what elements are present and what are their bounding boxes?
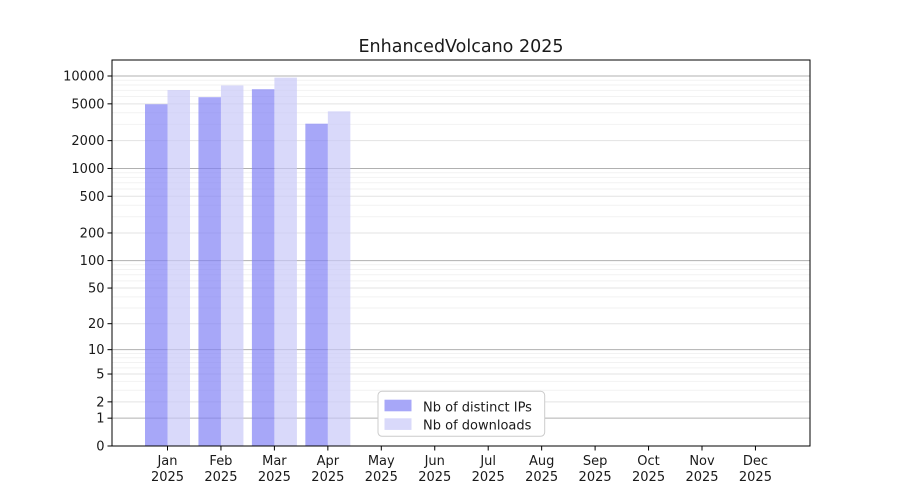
bar-apr-2025-series-0: [305, 123, 328, 446]
y-tick-label-20: 20: [88, 317, 105, 332]
y-tick-label-1000: 1000: [71, 162, 104, 177]
x-tick-label-mar-2025: Mar: [262, 454, 287, 469]
bar-jan-2025-series-1: [167, 90, 190, 446]
x-tick-label-nov-2025-year: 2025: [685, 470, 718, 485]
x-tick-label-apr-2025: Apr: [317, 454, 340, 469]
legend-label-distinct-ips: Nb of distinct IPs: [423, 400, 532, 415]
x-tick-label-oct-2025: Oct: [637, 454, 659, 469]
legend-box: [377, 390, 546, 437]
x-tick-label-feb-2025-year: 2025: [204, 470, 237, 485]
axes-layer: 012510205010020050010002000500010000Jan2…: [63, 59, 811, 485]
legend-swatch-distinct-ips: [384, 399, 412, 412]
legend-label-downloads: Nb of downloads: [423, 419, 532, 434]
bar-mar-2025-series-1: [274, 77, 297, 447]
y-tick-label-5: 5: [96, 368, 104, 383]
x-tick-label-sep-2025: Sep: [583, 454, 608, 469]
x-tick-label-jul-2025-year: 2025: [472, 470, 505, 485]
x-tick-label-sep-2025-year: 2025: [579, 470, 612, 485]
x-tick-label-aug-2025-year: 2025: [525, 470, 558, 485]
bar-feb-2025-series-1: [220, 85, 244, 446]
plot-border: [111, 59, 811, 447]
bars-layer: [145, 77, 351, 447]
bar-apr-2025-series-1: [327, 111, 351, 446]
x-tick-label-nov-2025: Nov: [689, 454, 715, 469]
x-tick-label-dec-2025: Dec: [743, 454, 768, 469]
bar-mar-2025-series-0: [251, 89, 275, 446]
x-tick-label-oct-2025-year: 2025: [632, 470, 665, 485]
legend-swatch-downloads: [384, 418, 412, 430]
y-tick-label-1: 1: [96, 412, 104, 427]
chart-title: EnhancedVolcano 2025: [359, 37, 564, 57]
y-tick-label-2: 2: [96, 395, 104, 410]
x-tick-label-mar-2025-year: 2025: [258, 470, 291, 485]
legend: Nb of distinct IPs Nb of downloads: [377, 390, 546, 437]
x-tick-label-jun-2025-year: 2025: [418, 470, 451, 485]
bar-feb-2025-series-0: [198, 97, 221, 446]
y-tick-label-50: 50: [88, 282, 105, 297]
y-tick-label-10000: 10000: [63, 70, 104, 85]
x-tick-label-jan-2025-year: 2025: [151, 470, 184, 485]
x-tick-label-may-2025-year: 2025: [365, 470, 398, 485]
x-tick-label-apr-2025-year: 2025: [311, 470, 344, 485]
bar-jan-2025-series-0: [145, 104, 168, 446]
y-tick-label-5000: 5000: [71, 97, 104, 112]
y-tick-label-10: 10: [88, 343, 105, 358]
y-tick-label-200: 200: [80, 226, 105, 241]
y-tick-label-100: 100: [80, 254, 105, 269]
x-tick-label-aug-2025: Aug: [529, 454, 554, 469]
x-tick-label-jun-2025: Jun: [424, 454, 445, 469]
y-tick-label-0: 0: [96, 440, 104, 455]
x-tick-label-may-2025: May: [368, 454, 395, 469]
y-tick-label-500: 500: [80, 190, 105, 205]
x-tick-label-feb-2025: Feb: [209, 454, 232, 469]
x-tick-label-jul-2025: Jul: [479, 454, 496, 469]
x-tick-label-jan-2025: Jan: [156, 454, 177, 469]
y-tick-label-2000: 2000: [71, 134, 104, 149]
x-tick-label-dec-2025-year: 2025: [739, 470, 772, 485]
